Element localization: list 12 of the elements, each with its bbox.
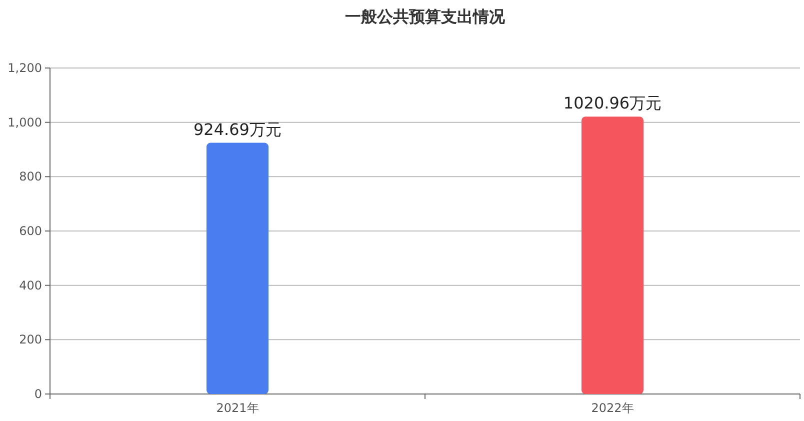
title: 一般公共预算支出情况	[345, 7, 505, 26]
ytick: 400	[19, 278, 42, 292]
ytick: 1,200	[8, 61, 42, 75]
ytick: 600	[19, 224, 42, 238]
ytick: 0	[34, 387, 42, 401]
ytick: 1,000	[8, 115, 42, 130]
ytick: 800	[19, 170, 42, 184]
xtick: 2021年	[216, 401, 259, 415]
xtick: 2022年	[591, 401, 634, 415]
data-label: 1020.96万元	[563, 94, 662, 113]
ytick: 200	[19, 332, 42, 347]
data-label: 924.69万元	[194, 120, 282, 139]
